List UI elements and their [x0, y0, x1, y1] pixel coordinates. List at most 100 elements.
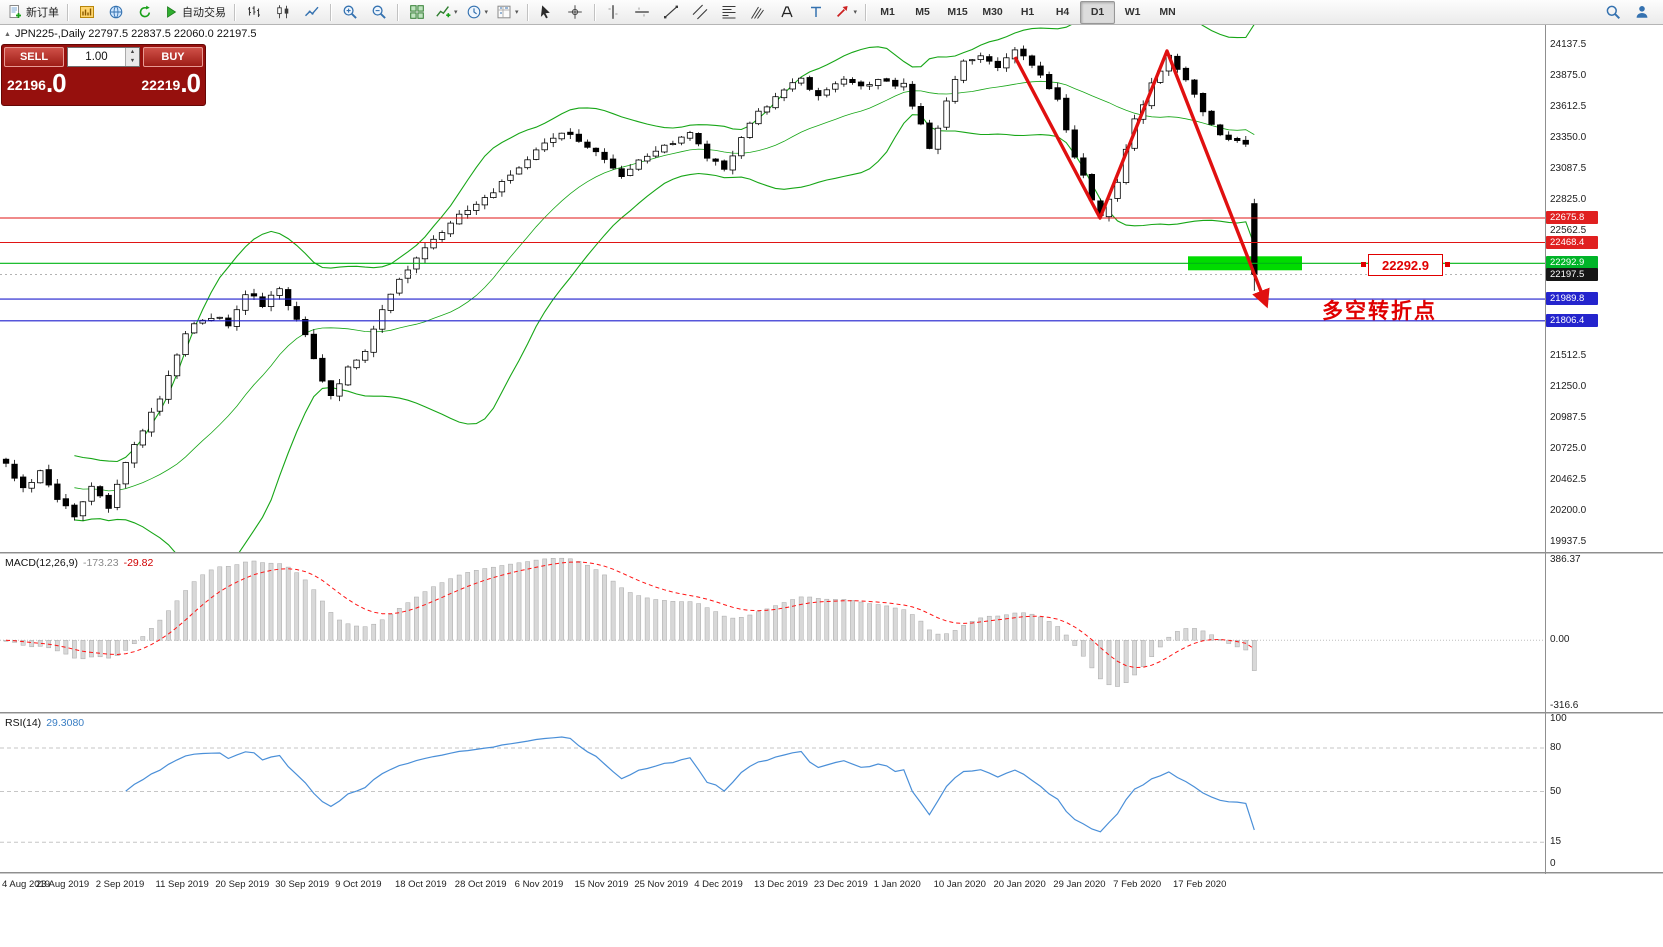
toolbar-separator	[397, 3, 398, 21]
periods-button[interactable]: ▾	[462, 1, 493, 24]
templates-icon	[497, 5, 511, 19]
timeframe-m1-button[interactable]: M1	[880, 6, 895, 18]
one-click-trading-panel: SELL 1.00 ▲ ▼ BUY 22196.0 22219.0	[1, 44, 206, 106]
text-button[interactable]	[773, 1, 802, 24]
fibonacci-button[interactable]	[715, 1, 744, 24]
auto-trading-button[interactable]: 自动交易	[159, 1, 230, 24]
timeframe-mn-button[interactable]: MN	[1159, 6, 1176, 18]
price-axis[interactable]: 24137.5 23875.0 23612.5 23350.0 23087.5 22825…	[1546, 25, 1663, 874]
zoom-out-button[interactable]	[364, 1, 393, 24]
rsi-indicator-canvas[interactable]	[0, 714, 1545, 872]
new-order-icon	[9, 5, 21, 18]
date-label: 29 Jan 2020	[1053, 879, 1106, 890]
price-marker-21806.4: 21806.4	[1546, 313, 1598, 327]
object-handle[interactable]	[1361, 262, 1366, 267]
text-icon	[781, 6, 793, 18]
volume-up-icon[interactable]: ▲	[126, 48, 139, 57]
zoom-in-button[interactable]	[335, 1, 364, 24]
pane-divider[interactable]	[0, 872, 1663, 874]
date-label: 20 Jan 2020	[993, 879, 1046, 890]
fibonacci-icon	[722, 6, 736, 19]
price-level-lines[interactable]	[0, 217, 1545, 322]
macd-indicator-canvas[interactable]	[0, 554, 1545, 712]
date-label: 18 Oct 2019	[394, 879, 447, 890]
buy-price: 22219.0	[141, 67, 201, 100]
vertical-line-button[interactable]	[599, 1, 628, 24]
macd-axis-label: -316.6	[1550, 700, 1579, 711]
date-label: 9 Oct 2019	[335, 879, 382, 890]
toolbar-separator	[330, 3, 331, 21]
date-label: 25 Nov 2019	[634, 879, 689, 890]
timeframe-w1-button[interactable]: W1	[1124, 6, 1141, 18]
rsi-axis-label: 100	[1550, 713, 1567, 724]
periods-icon	[467, 5, 480, 19]
timeframe-m30-button[interactable]: M30	[982, 6, 1003, 18]
pane-divider[interactable]	[0, 552, 1663, 554]
toolbar-buttons: 新订单 自动交易 ▾ ▾ ▾ ▾ M1 M5 M15 M30 H1 H4 D1 W1 MN	[3, 0, 1185, 24]
buy-price-big: .0	[180, 68, 201, 98]
object-handle[interactable]	[1445, 262, 1450, 267]
timeframe-d1-button[interactable]: D1	[1080, 0, 1116, 24]
rsi-line	[125, 736, 1255, 833]
timeframe-m15-button[interactable]: M15	[947, 6, 968, 18]
timeframe-h1-button[interactable]: H1	[1020, 6, 1035, 18]
volume-down-icon[interactable]: ▼	[126, 57, 139, 66]
andrews-pitchfork-button[interactable]	[744, 1, 773, 24]
bar-chart-button[interactable]	[239, 1, 268, 24]
new-order-button[interactable]: 新订单	[3, 1, 63, 24]
horizontal-line-button[interactable]	[628, 1, 657, 24]
text-label-icon	[811, 6, 822, 17]
volume-input[interactable]: 1.00 ▲ ▼	[67, 47, 140, 67]
trend-arrow[interactable]	[1013, 49, 1270, 309]
price-label-object[interactable]: 22292.9	[1361, 254, 1450, 276]
date-label: 4 Aug 2019	[2, 879, 51, 890]
chart-overlay: ▲ JPN225-,Daily 22797.5 22837.5 22060.0 2…	[0, 25, 1545, 552]
price-tick-label: 23875.0	[1550, 70, 1587, 82]
profiles-button[interactable]	[101, 1, 130, 24]
volume-value[interactable]: 1.00	[85, 51, 108, 63]
crosshair-button[interactable]	[561, 1, 590, 24]
price-tick-label: 23612.5	[1550, 101, 1587, 113]
dropdown-caret-icon: ▾	[853, 9, 858, 16]
line-chart-button[interactable]	[297, 1, 326, 24]
pane-divider[interactable]	[0, 712, 1663, 714]
timeframe-h4-button[interactable]: H4	[1055, 6, 1070, 18]
arrows-button[interactable]: ▾	[831, 1, 862, 24]
date-label: 11 Sep 2019	[155, 879, 209, 890]
date-label: 20 Sep 2019	[215, 879, 270, 890]
rsi-indicator-label: RSI(14) 29.3080	[5, 717, 85, 729]
charts-button[interactable]	[72, 1, 101, 24]
price-marker-22468.4: 22468.4	[1546, 235, 1598, 249]
price-tick-label: 20725.0	[1550, 442, 1587, 454]
candlestick-chart-button[interactable]	[268, 1, 297, 24]
main-toolbar: 新订单 自动交易 ▾ ▾ ▾ ▾ M1 M5 M15 M30 H1 H4 D1 W1 MN	[0, 0, 1663, 25]
tile-windows-button[interactable]	[402, 1, 431, 24]
refresh-button[interactable]	[130, 1, 159, 24]
indicators-button[interactable]: ▾	[431, 1, 462, 24]
buy-button[interactable]: BUY	[143, 47, 203, 67]
time-axis[interactable]: 4 Aug 2019 23 Aug 2019 2 Sep 2019 11 Sep 20…	[0, 874, 1545, 898]
macd-histogram	[3, 557, 1257, 687]
community-button[interactable]	[1627, 1, 1656, 24]
price-chart-canvas[interactable]	[0, 25, 1545, 552]
templates-button[interactable]: ▾	[492, 1, 523, 24]
price-marker-22675.8: 22675.8	[1546, 210, 1598, 224]
collapse-triangle-icon[interactable]: ▲	[4, 31, 11, 38]
text-label-button[interactable]	[802, 1, 831, 24]
price-label-text: 22292.9	[1382, 257, 1429, 273]
cursor-button[interactable]	[532, 1, 561, 24]
search-button[interactable]	[1598, 1, 1627, 24]
price-tick-label: 24137.5	[1550, 39, 1587, 50]
community-icon	[1636, 6, 1647, 18]
turning-point-text[interactable]: 多空转折点	[1322, 300, 1437, 323]
trendline-button[interactable]	[657, 1, 686, 24]
sell-price-big: .0	[45, 68, 67, 98]
sell-button[interactable]: SELL	[4, 47, 64, 67]
sell-price: 22196.0	[7, 67, 67, 100]
dropdown-caret-icon: ▾	[454, 9, 458, 16]
auto-trading-label: 自动交易	[182, 7, 226, 19]
auto-trading-icon	[167, 6, 177, 18]
timeframe-m5-button[interactable]: M5	[915, 6, 930, 18]
equidistant-channel-button[interactable]	[686, 1, 715, 24]
